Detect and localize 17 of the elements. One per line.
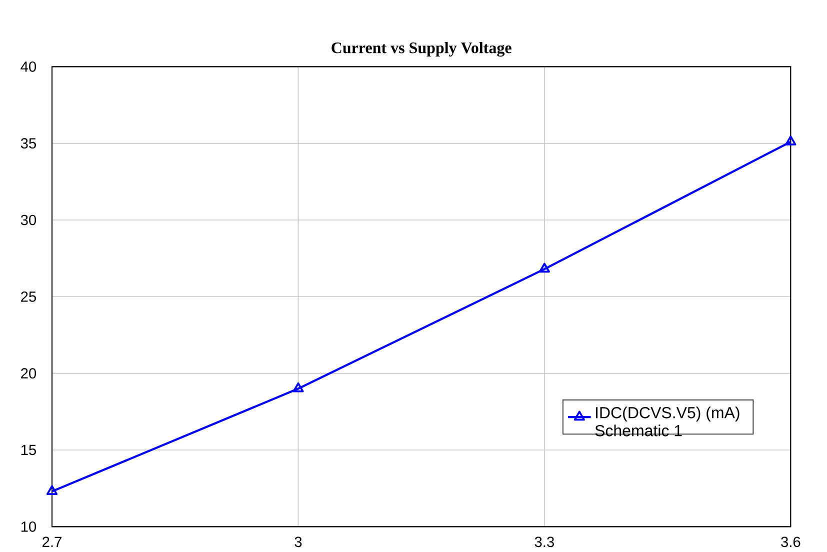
chart-title: Current vs Supply Voltage [332, 42, 512, 57]
point [292, 382, 304, 392]
y-tick-label: 15 [21, 444, 36, 456]
y-tick-label: 25 [21, 291, 36, 302]
legend-label: IDC(DCVS.V5) (mA) Schematic 1 [595, 406, 740, 436]
y-tick-label: 20 [21, 368, 36, 379]
y-tick-label: 35 [20, 138, 36, 149]
y-tick-label: 30 [20, 214, 36, 226]
point [46, 485, 58, 495]
point [538, 262, 550, 273]
x-tick-label: 3.6 [781, 536, 800, 548]
x-tick-label: 3.3 [534, 536, 554, 548]
y-tick-label: 10 [21, 521, 36, 532]
x-tick-label: 3 [294, 536, 302, 548]
x-tick-label: 2.7 [42, 536, 62, 547]
y-tick-label: 40 [20, 61, 36, 72]
point [785, 136, 796, 146]
